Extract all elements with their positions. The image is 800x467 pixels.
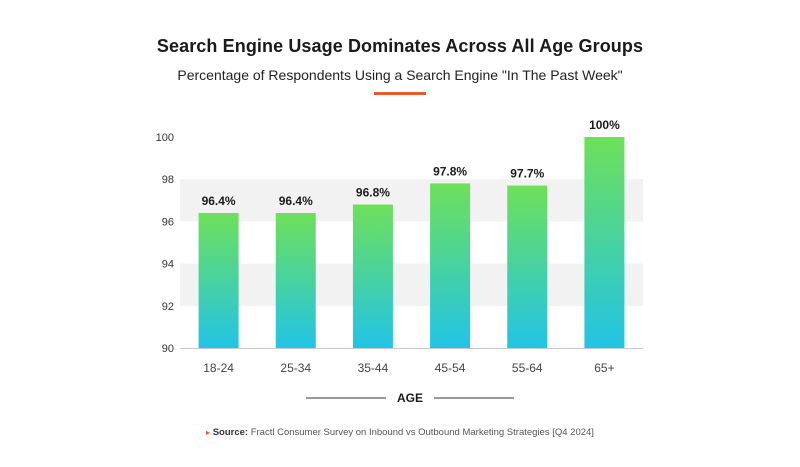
x-tick-label: 18-24 [203, 361, 234, 375]
y-tick-label: 100 [156, 132, 174, 144]
x-tick-label: 45-54 [435, 361, 466, 375]
source-text: Fractl Consumer Survey on Inbound vs Out… [250, 427, 594, 438]
y-tick-label: 94 [162, 259, 174, 271]
bar [352, 204, 393, 348]
data-label: 96.4% [202, 194, 236, 208]
source-note: ▸ Source: Fractl Consumer Survey on Inbo… [0, 427, 800, 438]
source-marker-icon: ▸ [206, 428, 211, 437]
background-band [180, 263, 643, 306]
data-label: 97.7% [510, 167, 544, 181]
x-axis-title: AGE [397, 391, 423, 405]
data-label: 97.8% [433, 164, 467, 178]
y-tick-label: 98 [162, 174, 174, 186]
chart-title: Search Engine Usage Dominates Across All… [156, 36, 644, 56]
x-tick-label: 55-64 [512, 361, 543, 375]
bar [430, 183, 471, 348]
bar [275, 212, 316, 348]
data-label: 100% [589, 118, 620, 132]
y-tick-label: 92 [162, 301, 174, 313]
x-tick-label: 35-44 [358, 361, 389, 375]
accent-divider [374, 92, 426, 95]
x-tick-label: 65+ [594, 361, 614, 375]
bar [198, 212, 239, 348]
source-label: Source: [212, 427, 249, 438]
background-band [180, 179, 643, 222]
chart-subtitle: Percentage of Respondents Using a Search… [177, 67, 623, 83]
y-tick-label: 90 [162, 343, 174, 355]
bar [507, 185, 548, 348]
data-label: 96.4% [279, 194, 313, 208]
y-tick-label: 96 [162, 216, 174, 228]
bar [584, 137, 625, 348]
x-tick-label: 25-34 [280, 361, 311, 375]
data-label: 96.8% [356, 186, 390, 200]
